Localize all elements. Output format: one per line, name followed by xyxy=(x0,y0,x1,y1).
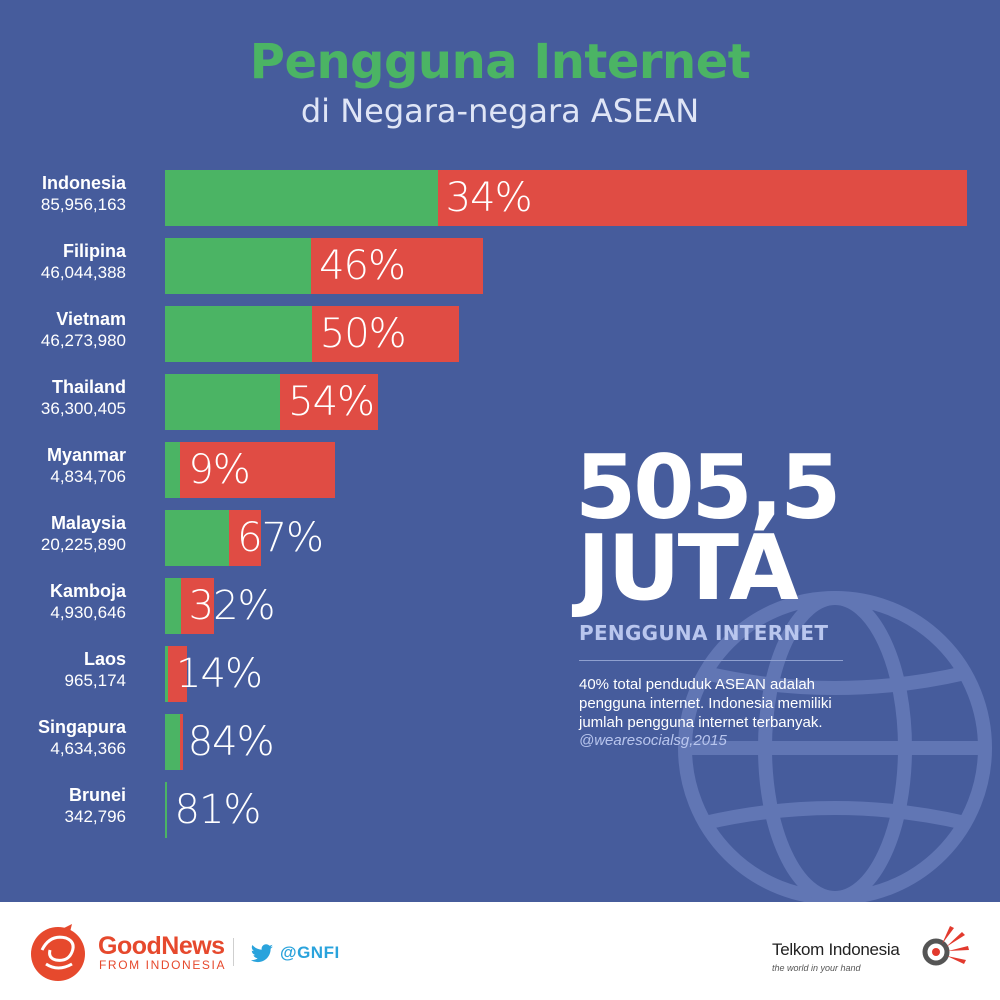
internet-users-count: 46,044,388 xyxy=(40,263,126,282)
partner-name: Telkom Indonesia xyxy=(772,940,900,959)
bar-row: Filipina 46,044,388 46% xyxy=(0,238,980,294)
bar-label: Indonesia 85,956,163 xyxy=(41,172,126,215)
internet-users-count: 46,273,980 xyxy=(40,331,126,350)
bar-label: Filipina 46,044,388 xyxy=(41,240,126,283)
bar-label: Singapura 4,634,366 xyxy=(38,716,126,759)
bar-row: Singapura 4,634,366 84% xyxy=(0,714,980,770)
footer-separator xyxy=(233,938,234,966)
goodnews-logo-icon xyxy=(31,924,85,981)
internet-users-bar xyxy=(165,238,312,294)
bar-row: Laos 965,174 14% xyxy=(0,646,980,702)
internet-users-count: 4,634,366 xyxy=(50,739,126,758)
internet-users-count: 85,956,163 xyxy=(40,195,126,214)
internet-users-bar xyxy=(165,374,281,430)
telkom-logo-icon xyxy=(922,926,969,966)
percent-label: 14% xyxy=(176,651,263,697)
twitter-handle: @GNFI xyxy=(280,943,340,962)
percent-label: 46% xyxy=(319,243,406,289)
divider xyxy=(579,660,843,661)
country-name: Brunei xyxy=(68,785,126,805)
internet-users-bar xyxy=(165,578,181,634)
source-credit: @wearesocialsg,2015 xyxy=(579,732,727,749)
internet-users-count: 4,834,706 xyxy=(50,467,126,486)
bar-label: Thailand 36,300,405 xyxy=(41,376,126,419)
internet-users-count: 342,796 xyxy=(64,807,126,826)
internet-users-count: 20,225,890 xyxy=(40,535,126,554)
brand-name: GoodNews xyxy=(98,932,225,960)
globe-icon xyxy=(678,591,992,905)
bar-label: Laos 965,174 xyxy=(65,648,126,691)
bar-row: Brunei 342,796 81% xyxy=(0,782,980,838)
country-name: Laos xyxy=(83,649,126,669)
bar-row: Thailand 36,300,405 54% xyxy=(0,374,980,430)
percent-label: 81% xyxy=(174,787,262,833)
internet-users-count: 36,300,405 xyxy=(40,399,126,418)
internet-users-bar xyxy=(165,170,438,226)
internet-users-bar xyxy=(165,306,312,362)
footer: GoodNews FROM INDONESIA @GNFI Telkom Ind… xyxy=(0,902,1000,1000)
bar-row: Kamboja 4,930,646 32% xyxy=(0,578,980,634)
bar-row: Malaysia 20,225,890 67% xyxy=(0,510,980,566)
bar-row: Myanmar 4,834,706 9% xyxy=(0,442,980,498)
internet-users-bar xyxy=(165,714,180,770)
bar-row: Vietnam 46,273,980 50% xyxy=(0,306,980,362)
percent-label: 84% xyxy=(187,719,275,765)
percent-label: 32% xyxy=(188,583,276,629)
country-name: Vietnam xyxy=(56,309,126,329)
percent-label: 9% xyxy=(188,447,250,493)
population-bar xyxy=(165,442,336,498)
internet-users-bar xyxy=(165,442,181,498)
percent-label: 34% xyxy=(445,175,533,221)
bar-row: Indonesia 85,956,163 34% xyxy=(0,170,980,226)
internet-users-bar xyxy=(165,510,230,566)
bar-label: Myanmar 4,834,706 xyxy=(47,444,126,487)
country-name: Kamboja xyxy=(49,581,126,601)
internet-users-count: 965,174 xyxy=(64,671,126,690)
chart-subtitle: di Negara-negara ASEAN xyxy=(300,92,700,130)
brand-tagline: FROM INDONESIA xyxy=(99,958,227,972)
bar-label: Brunei 342,796 xyxy=(65,784,126,827)
bar-label: Vietnam 46,273,980 xyxy=(41,308,126,351)
percent-label: 50% xyxy=(319,311,407,357)
country-name: Thailand xyxy=(51,377,126,397)
highlight-value: 505,5 xyxy=(575,436,841,539)
percent-label: 54% xyxy=(288,379,375,425)
internet-users-bar xyxy=(165,782,167,838)
population-bar xyxy=(165,646,187,702)
percent-label: 67% xyxy=(237,515,324,561)
country-name: Myanmar xyxy=(46,445,126,465)
chart-title: Pengguna Internet xyxy=(249,34,751,90)
country-name: Filipina xyxy=(63,241,126,261)
highlight-note: 40% total penduduk ASEAN adalah pengguna… xyxy=(579,676,832,731)
bar-label: Kamboja 4,930,646 xyxy=(50,580,126,623)
highlight-unit: JUTA xyxy=(577,516,799,621)
bar-label: Malaysia 20,225,890 xyxy=(41,512,126,555)
internet-users-count: 4,930,646 xyxy=(50,603,126,622)
partner-tagline: the world in your hand xyxy=(772,963,861,973)
country-name: Singapura xyxy=(37,717,126,737)
country-name: Indonesia xyxy=(41,173,126,193)
country-name: Malaysia xyxy=(50,513,126,533)
internet-users-bar xyxy=(165,646,169,702)
twitter-bird-icon xyxy=(250,944,273,963)
highlight-caption: PENGGUNA INTERNET xyxy=(579,621,829,645)
